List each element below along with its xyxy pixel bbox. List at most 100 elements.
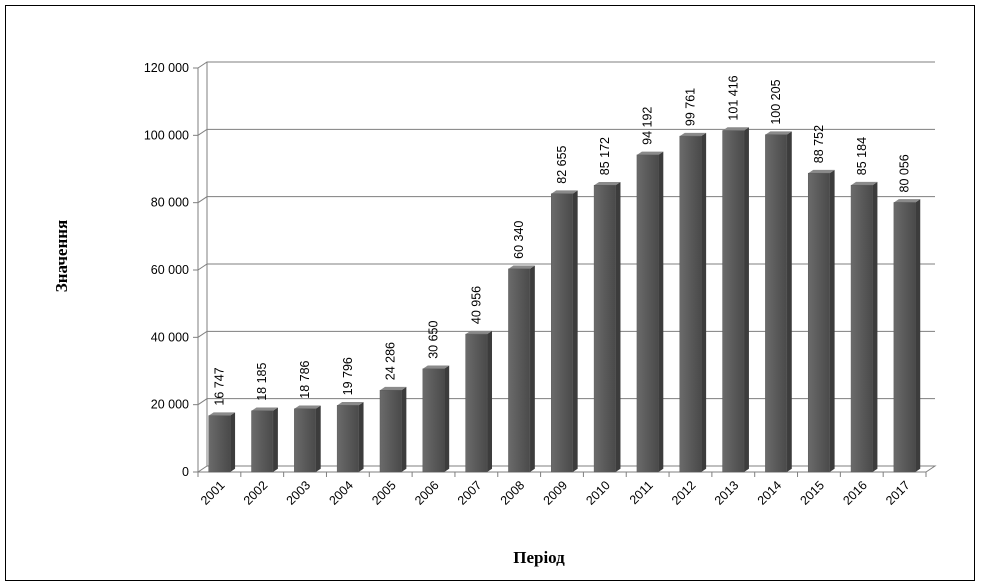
x-tick-label: 2008	[498, 478, 528, 508]
bar-top	[636, 151, 664, 155]
x-tick-label: 2006	[412, 478, 442, 508]
bar-side	[529, 265, 535, 472]
data-label: 100 205	[769, 79, 783, 124]
bar	[336, 405, 359, 473]
y-tick-label: 80 000	[151, 196, 189, 210]
data-label: 18 786	[298, 360, 312, 398]
bar-side	[401, 386, 407, 472]
x-tick-label: 2004	[326, 478, 356, 508]
data-label: 60 340	[512, 221, 526, 259]
x-tick-label: 2016	[840, 478, 870, 508]
x-tick-label: 2014	[755, 478, 785, 508]
bar-side	[829, 169, 835, 472]
bar-top	[594, 181, 621, 186]
bar-top	[380, 386, 407, 391]
x-tick-label: 2005	[369, 478, 399, 508]
bar-top	[722, 127, 749, 131]
gridline	[197, 61, 935, 69]
bar-side	[487, 330, 493, 472]
data-label: 40 956	[469, 286, 483, 324]
x-axis-title: Період	[513, 548, 565, 567]
bar-side	[658, 151, 664, 473]
chart-frame: 16 747 18 185 18 786 19 796 24 286 30 650 40 9…	[5, 5, 975, 581]
bars	[208, 127, 921, 473]
y-tick-label: 60 000	[151, 263, 189, 277]
data-label: 80 056	[898, 154, 912, 192]
bar-top	[893, 199, 921, 203]
bar-top	[422, 365, 450, 369]
bar-top	[851, 181, 878, 186]
bar-top	[508, 265, 535, 269]
data-label: 19 796	[341, 357, 355, 395]
bar-side	[744, 127, 749, 472]
y-axis-ticks: 0 20 000 40 000 60 000 80 000 100 000 120 000	[144, 61, 189, 479]
x-tick-label: 2013	[712, 478, 742, 508]
data-labels: 16 747 18 185 18 786 19 796 24 286 30 650 40 9…	[212, 75, 911, 405]
bar-side	[915, 199, 921, 472]
bar-side	[272, 407, 278, 472]
data-label: 30 650	[427, 321, 441, 359]
y-tick-label: 120 000	[144, 61, 189, 75]
bar-top	[551, 190, 578, 194]
bar	[722, 130, 745, 473]
bar	[765, 134, 788, 473]
y-tick-label: 100 000	[144, 128, 189, 142]
data-label: 85 184	[855, 137, 869, 175]
data-label: 24 286	[384, 342, 398, 380]
bar	[422, 368, 445, 473]
data-label: 18 185	[255, 362, 269, 400]
bar-side	[230, 412, 236, 472]
bar-top	[294, 405, 321, 409]
x-tick-label: 2009	[541, 478, 571, 508]
bar	[679, 135, 702, 473]
bar	[551, 193, 573, 473]
x-tick-label: 2002	[241, 478, 271, 508]
bar-top	[765, 131, 792, 135]
bar	[465, 333, 488, 473]
bar	[208, 415, 231, 473]
bar	[508, 268, 531, 473]
bar	[850, 184, 873, 473]
bar-side	[315, 405, 321, 472]
data-label: 101 416	[726, 75, 740, 120]
bar	[294, 408, 317, 473]
bar-chart: 16 747 18 185 18 786 19 796 24 286 30 650 40 9…	[52, 61, 937, 567]
x-tick-label: 2011	[627, 478, 656, 507]
bar-side	[701, 132, 707, 473]
x-axis-ticks: 2001 2002 2003 2004 2005 2006 2007 2008 2009 2010…	[198, 478, 913, 508]
gridline	[197, 128, 935, 136]
data-label: 99 761	[683, 88, 697, 126]
bar-top	[808, 169, 835, 174]
x-tick-label: 2012	[669, 478, 699, 508]
bar	[251, 410, 274, 473]
data-label: 82 655	[555, 145, 569, 183]
bar-top	[679, 132, 707, 137]
data-label: 16 747	[212, 367, 226, 405]
bar-side	[358, 402, 364, 472]
gridlines	[193, 61, 937, 477]
x-tick-label: 2007	[455, 478, 485, 508]
bar-side	[615, 181, 621, 472]
bar	[893, 202, 916, 473]
bar	[379, 389, 402, 473]
y-tick-label: 20 000	[151, 398, 189, 412]
x-tick-label: 2015	[797, 478, 827, 508]
bar-side	[872, 181, 878, 472]
y-tick-label: 40 000	[151, 330, 189, 344]
y-axis-title: Значення	[52, 220, 71, 293]
bar-top	[465, 330, 493, 335]
bar	[593, 185, 616, 473]
bar-top	[251, 407, 278, 411]
x-tick-label: 2010	[583, 478, 613, 508]
x-tick-label: 2003	[284, 478, 314, 508]
bar-side	[786, 131, 792, 472]
data-label: 94 192	[641, 107, 655, 145]
x-tick-label: 2001	[198, 478, 228, 508]
bar-top	[208, 412, 236, 416]
bar	[807, 172, 830, 473]
bar-side	[444, 365, 450, 472]
bar-side	[572, 190, 578, 472]
bar	[636, 154, 659, 473]
x-tick-label: 2017	[883, 478, 913, 508]
bar-top	[337, 402, 364, 406]
